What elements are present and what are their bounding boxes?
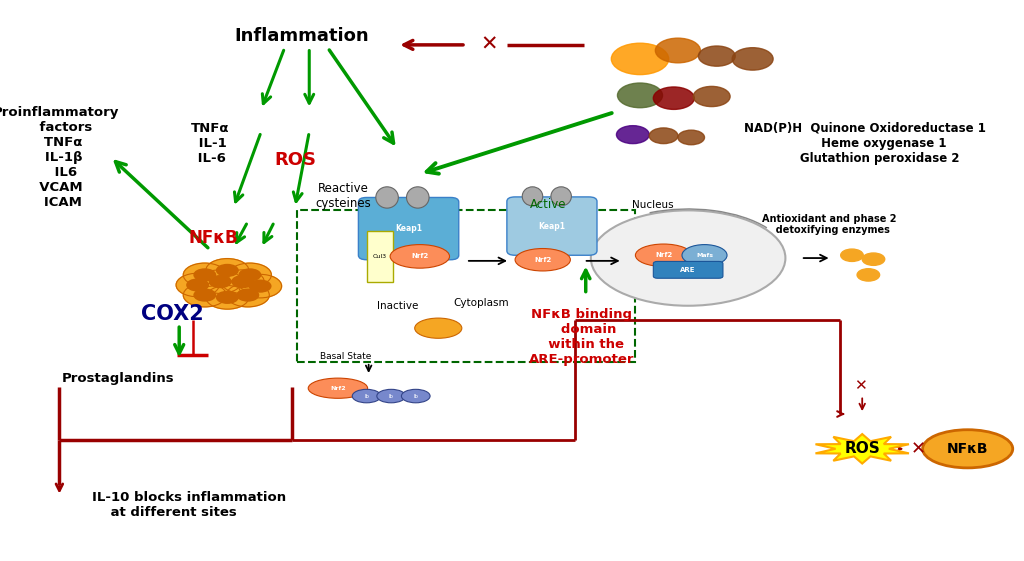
Text: Ib: Ib [414, 394, 418, 398]
Bar [297, 210, 635, 362]
Circle shape [239, 274, 282, 298]
Ellipse shape [401, 389, 430, 403]
Text: Nrf2: Nrf2 [330, 386, 346, 390]
Circle shape [221, 270, 264, 293]
Text: COX2: COX2 [140, 304, 204, 324]
Circle shape [698, 46, 735, 66]
Ellipse shape [377, 389, 406, 403]
Text: Active: Active [529, 198, 566, 211]
Circle shape [183, 283, 226, 307]
Text: ARE: ARE [680, 267, 696, 273]
Ellipse shape [376, 187, 398, 208]
Ellipse shape [352, 389, 381, 403]
Text: Proinflammatory
    factors
   TNFα
   IL-1β
    IL6
  VCAM
   ICAM: Proinflammatory factors TNFα IL-1β IL6 V… [0, 105, 120, 209]
Text: Reactive
cysteines: Reactive cysteines [315, 182, 371, 210]
Circle shape [678, 130, 705, 145]
FancyBboxPatch shape [507, 197, 597, 255]
Text: Keap1: Keap1 [395, 224, 422, 233]
Circle shape [186, 279, 209, 291]
Circle shape [231, 276, 254, 287]
Circle shape [206, 286, 249, 309]
Text: ROS: ROS [274, 151, 316, 169]
Ellipse shape [635, 244, 692, 266]
Text: ✕: ✕ [480, 35, 499, 55]
Text: Nrf2: Nrf2 [655, 252, 672, 258]
Text: Ib: Ib [365, 394, 369, 398]
Circle shape [841, 249, 863, 261]
Circle shape [857, 269, 880, 281]
Circle shape [611, 43, 669, 75]
Text: NFκB binding
   domain
  within the
ARE-promoter: NFκB binding domain within the ARE-promo… [528, 307, 635, 366]
Circle shape [617, 83, 663, 108]
Text: ✕: ✕ [854, 379, 866, 393]
Text: Keap1: Keap1 [539, 222, 565, 231]
Circle shape [250, 280, 270, 292]
Text: Nrf2: Nrf2 [535, 257, 551, 263]
Text: NAD(P)H  Quinone Oxidoreductase 1
         Heme oxygenase 1
       Glutathion pe: NAD(P)H Quinone Oxidoreductase 1 Heme ox… [744, 122, 986, 164]
Bar [367, 231, 393, 282]
Text: Cytoplasm: Cytoplasm [454, 298, 509, 308]
Text: Ib: Ib [389, 394, 393, 398]
Text: Antioxidant and phase 2
  detoxifying enzymes: Antioxidant and phase 2 detoxifying enzy… [762, 214, 897, 235]
Circle shape [616, 126, 649, 144]
Circle shape [228, 263, 271, 287]
Text: Nucleus: Nucleus [633, 200, 674, 210]
Circle shape [195, 289, 216, 301]
Text: Cul3: Cul3 [373, 254, 387, 259]
Ellipse shape [415, 318, 462, 338]
Ellipse shape [390, 245, 450, 268]
Ellipse shape [308, 378, 368, 398]
Text: Inactive: Inactive [377, 301, 418, 311]
Text: NFκB: NFκB [947, 442, 988, 456]
Circle shape [176, 273, 219, 297]
Circle shape [655, 38, 700, 63]
Ellipse shape [515, 249, 570, 271]
Circle shape [732, 48, 773, 70]
Circle shape [239, 269, 260, 280]
Text: ✕: ✕ [911, 440, 926, 458]
Ellipse shape [407, 187, 429, 208]
Text: ROS: ROS [845, 442, 880, 456]
Ellipse shape [923, 430, 1013, 468]
Ellipse shape [682, 245, 727, 266]
Text: IL-10 blocks inflammation
    at different sites: IL-10 blocks inflammation at different s… [92, 491, 287, 519]
Text: Mafs: Mafs [696, 253, 713, 257]
FancyBboxPatch shape [653, 261, 723, 278]
Circle shape [862, 253, 885, 265]
Ellipse shape [551, 187, 571, 206]
Ellipse shape [591, 210, 785, 306]
Text: Inflammation: Inflammation [234, 27, 370, 45]
FancyBboxPatch shape [358, 197, 459, 260]
Text: Prostaglandins: Prostaglandins [61, 372, 174, 385]
Circle shape [226, 283, 269, 307]
Circle shape [217, 265, 238, 276]
Circle shape [183, 263, 226, 287]
Text: NFκB: NFκB [188, 229, 238, 247]
Ellipse shape [522, 187, 543, 206]
Circle shape [195, 269, 216, 280]
Text: Basal State: Basal State [321, 352, 372, 361]
Circle shape [206, 259, 249, 282]
Circle shape [237, 289, 258, 301]
Polygon shape [815, 434, 909, 463]
Circle shape [649, 128, 678, 144]
Circle shape [199, 270, 242, 293]
Text: TNFα
 IL-1
 IL-6: TNFα IL-1 IL-6 [190, 122, 229, 164]
Circle shape [209, 276, 231, 287]
Text: Nrf2: Nrf2 [412, 254, 428, 259]
Circle shape [217, 292, 238, 303]
Circle shape [653, 87, 694, 109]
Circle shape [693, 86, 730, 107]
